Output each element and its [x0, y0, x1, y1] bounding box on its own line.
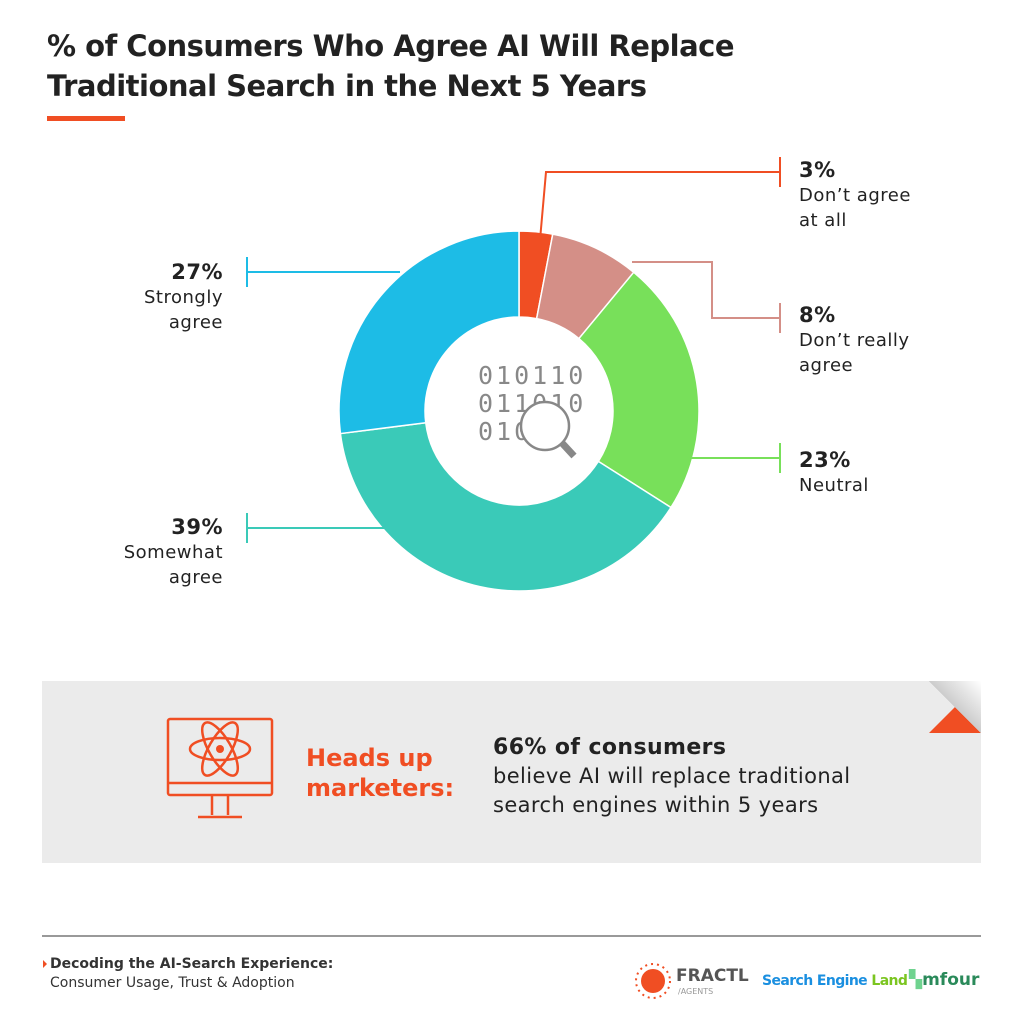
mfour-logo: ▚mfour	[909, 970, 980, 990]
donut-slice-somewhat-agree	[339, 421, 673, 592]
callout-heading: Heads up marketers:	[306, 744, 455, 802]
donut-slice-strongly-agree	[338, 230, 520, 435]
chart-title: % of Consumers Who Agree AI Will Replace…	[47, 26, 735, 106]
footer-subtitle: Consumer Usage, Trust & Adoption	[50, 975, 295, 991]
callout-box: Heads up marketers: 66% of consumers beli…	[42, 681, 981, 863]
label-dont-really-agree: 8% Don’t really agree	[799, 303, 910, 376]
label-strongly-agree: 27% Strongly agree	[144, 260, 223, 333]
donut-slice-neutral	[577, 271, 700, 509]
title-line: % of Consumers Who Agree AI Will Replace	[47, 29, 735, 63]
footer-divider	[42, 935, 981, 937]
callout-stat: 66% of consumers believe AI will replace…	[493, 735, 851, 817]
label-somewhat-agree: 39% Somewhat agree	[123, 515, 223, 588]
search-engine-land-logo: Search Engine Land	[762, 973, 908, 989]
fractl-logo: FRACTL	[676, 966, 749, 986]
monitor-atom-icon	[166, 717, 274, 819]
title-line: Traditional Search in the Next 5 Years	[47, 69, 647, 103]
footer-title: Decoding the AI-Search Experience:	[50, 956, 334, 972]
label-dont-agree: 3% Don’t agree at all	[799, 158, 911, 231]
leader-line	[539, 171, 780, 241]
title-underline	[47, 116, 125, 121]
leader-line	[632, 261, 780, 319]
label-neutral: 23% Neutral	[799, 448, 869, 496]
fractl-logo-icon	[635, 963, 671, 999]
svg-text:010110: 010110	[478, 361, 586, 390]
bullet-icon	[43, 960, 47, 968]
